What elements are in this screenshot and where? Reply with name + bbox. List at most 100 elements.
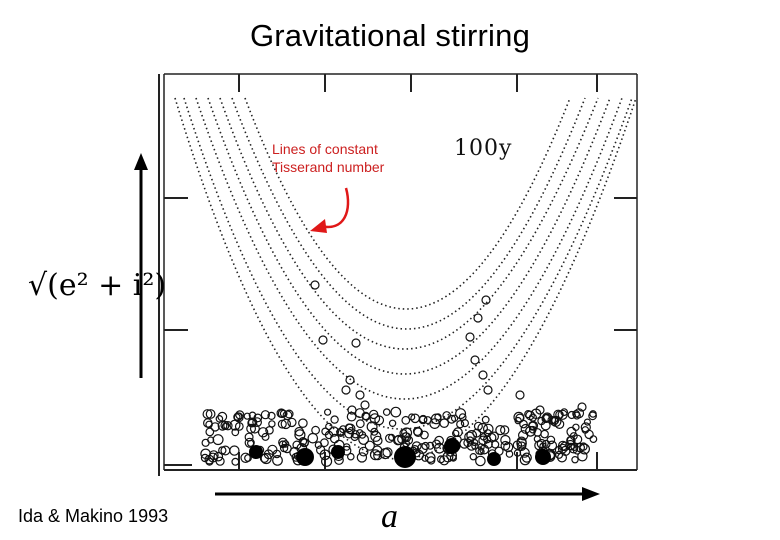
particle bbox=[481, 295, 491, 305]
annotation-text: Lines of constant Tisserand number bbox=[272, 141, 385, 175]
particle bbox=[546, 435, 556, 445]
particle bbox=[370, 427, 379, 436]
particle bbox=[205, 409, 216, 419]
particle bbox=[463, 438, 473, 448]
particle bbox=[470, 355, 480, 365]
particle bbox=[401, 415, 411, 425]
particle bbox=[369, 413, 381, 424]
particle bbox=[364, 440, 375, 451]
particle bbox=[272, 455, 283, 466]
particle bbox=[442, 411, 452, 420]
particle bbox=[533, 435, 541, 443]
particle bbox=[516, 441, 527, 451]
particle bbox=[220, 420, 230, 430]
particle bbox=[464, 431, 475, 443]
particle bbox=[347, 405, 357, 415]
large-particle bbox=[331, 445, 345, 459]
particle bbox=[456, 420, 465, 429]
tisserand-curves bbox=[174, 97, 637, 460]
particle bbox=[423, 416, 432, 425]
particle bbox=[346, 452, 355, 461]
particles bbox=[200, 280, 598, 468]
particle bbox=[481, 415, 490, 424]
particle bbox=[431, 439, 441, 449]
particle bbox=[316, 445, 326, 455]
particle bbox=[540, 429, 549, 439]
particle bbox=[566, 435, 576, 446]
particle bbox=[495, 425, 506, 436]
particle bbox=[421, 454, 429, 462]
particle bbox=[554, 419, 565, 429]
particle bbox=[528, 420, 539, 431]
particle bbox=[547, 440, 558, 451]
particle bbox=[473, 313, 483, 323]
particle bbox=[483, 385, 493, 395]
particle bbox=[385, 433, 395, 443]
particle bbox=[420, 430, 429, 440]
particle bbox=[358, 434, 370, 445]
particle bbox=[356, 452, 368, 463]
particle bbox=[455, 408, 467, 420]
particle bbox=[351, 430, 360, 439]
particle bbox=[572, 410, 580, 418]
particle bbox=[513, 449, 522, 457]
particle bbox=[345, 375, 355, 385]
large-particle bbox=[487, 452, 501, 466]
particle bbox=[205, 427, 215, 437]
particle bbox=[244, 437, 255, 448]
particle bbox=[373, 450, 383, 461]
particle bbox=[287, 417, 297, 428]
tisserand-curve bbox=[195, 97, 623, 400]
large-particle bbox=[249, 445, 263, 459]
particle bbox=[482, 423, 494, 435]
particle bbox=[560, 408, 569, 417]
particle bbox=[355, 419, 365, 429]
particle bbox=[424, 452, 436, 464]
particle bbox=[300, 438, 309, 448]
large-particle bbox=[535, 449, 551, 465]
particle bbox=[372, 435, 383, 446]
particle bbox=[336, 428, 345, 436]
particle bbox=[252, 417, 263, 428]
particle bbox=[473, 421, 483, 431]
particle bbox=[282, 410, 293, 421]
particle bbox=[257, 427, 269, 438]
x-axis-arrow bbox=[215, 487, 600, 501]
particle bbox=[231, 428, 240, 437]
particle bbox=[477, 447, 485, 456]
particle bbox=[514, 416, 522, 425]
tisserand-curve bbox=[231, 97, 586, 330]
particle bbox=[267, 411, 276, 420]
particle bbox=[347, 427, 355, 435]
particle bbox=[307, 432, 319, 444]
particle bbox=[213, 451, 224, 462]
particle bbox=[260, 452, 272, 465]
particle bbox=[439, 418, 449, 428]
particle bbox=[272, 449, 282, 459]
particle bbox=[500, 434, 511, 446]
large-particle bbox=[394, 446, 416, 468]
citation: Ida & Makino 1993 bbox=[18, 506, 169, 526]
particle bbox=[401, 427, 413, 439]
tisserand-curve bbox=[174, 97, 637, 460]
particle bbox=[233, 412, 243, 422]
particle bbox=[583, 418, 592, 426]
particle bbox=[500, 425, 510, 435]
particle bbox=[382, 447, 393, 458]
particle bbox=[439, 455, 450, 466]
particle bbox=[212, 434, 224, 446]
y-axis-arrow bbox=[134, 153, 148, 378]
plot-frame bbox=[158, 73, 638, 476]
particle bbox=[500, 440, 511, 451]
particle bbox=[521, 452, 532, 463]
particle bbox=[253, 413, 263, 423]
particle bbox=[516, 438, 527, 449]
particle bbox=[535, 405, 545, 415]
particle bbox=[572, 434, 583, 445]
particle bbox=[229, 445, 240, 456]
particle bbox=[223, 421, 233, 431]
particle bbox=[388, 419, 397, 427]
particle bbox=[324, 408, 332, 416]
particle bbox=[247, 418, 256, 428]
